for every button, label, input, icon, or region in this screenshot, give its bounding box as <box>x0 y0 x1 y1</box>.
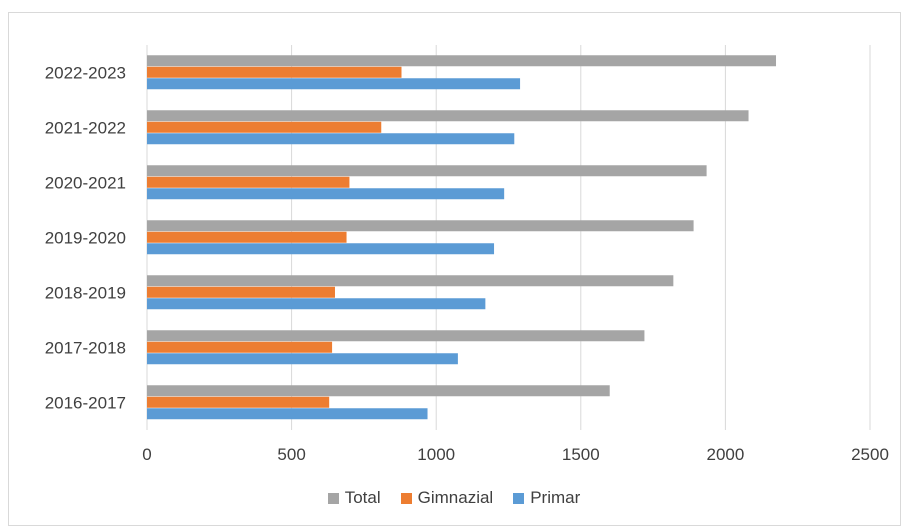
legend-swatch <box>513 492 525 504</box>
category-label: 2016-2017 <box>45 394 126 413</box>
gridlines <box>146 45 871 430</box>
bar-primar-2022-2023 <box>147 78 521 90</box>
bar-total-2022-2023 <box>147 55 777 67</box>
legend-swatch <box>327 492 339 504</box>
bar-primar-2016-2017 <box>147 408 428 420</box>
bars <box>147 55 777 420</box>
x-tick-label: 0 <box>142 445 151 464</box>
legend-entry-total: Total <box>327 488 381 508</box>
bar-total-2016-2017 <box>147 385 610 397</box>
bar-gimnazial-2021-2022 <box>147 121 382 133</box>
legend-label: Total <box>344 488 381 507</box>
category-label: 2018-2019 <box>45 284 126 303</box>
legend: Total Gimnazial Primar <box>0 488 908 508</box>
y-axis-labels: 2016-2017 2017-2018 2018-2019 2019-2020 2020… <box>45 64 126 413</box>
x-tick-label: 1500 <box>562 445 600 464</box>
x-tick-label: 1000 <box>417 445 455 464</box>
x-tick-label: 2000 <box>706 445 744 464</box>
bar-primar-2018-2019 <box>147 298 486 310</box>
chart-frame <box>8 12 901 526</box>
category-label: 2021-2022 <box>45 119 126 138</box>
bar-primar-2017-2018 <box>147 353 458 365</box>
bar-total-2018-2019 <box>147 275 674 287</box>
legend-entry-gimnazial: Gimnazial <box>400 488 494 508</box>
legend-label: Gimnazial <box>417 488 494 507</box>
bar-primar-2020-2021 <box>147 188 505 200</box>
legend-label: Primar <box>530 488 581 507</box>
bar-gimnazial-2019-2020 <box>147 231 347 243</box>
bar-gimnazial-2016-2017 <box>147 396 330 408</box>
category-label: 2017-2018 <box>45 339 126 358</box>
x-tick-label: 2500 <box>851 445 889 464</box>
x-tick-label: 500 <box>277 445 305 464</box>
bar-total-2021-2022 <box>147 110 749 122</box>
legend-entry-primar: Primar <box>513 488 580 508</box>
category-label: 2020-2021 <box>45 174 126 193</box>
bar-primar-2021-2022 <box>147 133 515 145</box>
bar-total-2017-2018 <box>147 330 645 342</box>
x-axis-labels: 0 500 1000 1500 2000 2500 <box>142 445 889 464</box>
legend-swatch <box>400 492 412 504</box>
bar-total-2019-2020 <box>147 220 694 232</box>
bar-total-2020-2021 <box>147 165 707 177</box>
category-label: 2019-2020 <box>45 229 126 248</box>
bar-gimnazial-2022-2023 <box>147 66 402 78</box>
bar-gimnazial-2018-2019 <box>147 286 335 298</box>
bar-gimnazial-2020-2021 <box>147 176 350 188</box>
bar-gimnazial-2017-2018 <box>147 341 333 353</box>
bar-primar-2019-2020 <box>147 243 495 255</box>
category-label: 2022-2023 <box>45 64 126 83</box>
